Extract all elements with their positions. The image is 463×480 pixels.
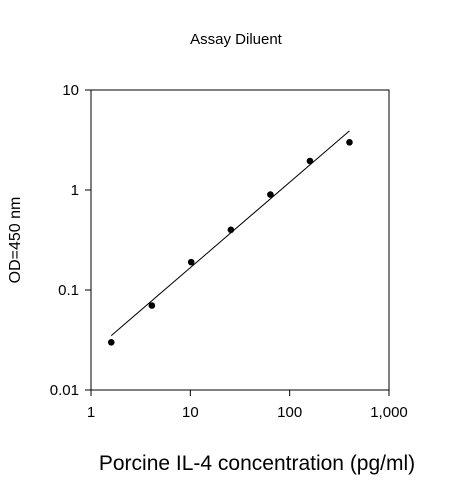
y-tick-label: 0.01 (50, 382, 79, 399)
y-tick-label: 1 (71, 182, 79, 199)
ticks: 1 10 100 1,000 0.01 0.1 1 10 (50, 82, 408, 421)
data-point (267, 191, 274, 198)
chart-title: Assay Diluent (190, 31, 283, 48)
axes (90, 89, 390, 391)
plot-frame (90, 89, 390, 391)
data-point (187, 258, 195, 266)
x-tick-label: 1,000 (370, 404, 408, 421)
x-axis-label: Porcine IL-4 concentration (pg/ml) (99, 452, 415, 475)
data-point (306, 157, 314, 165)
data-point (107, 338, 115, 346)
y-tick-label: 10 (62, 82, 79, 99)
data-point (227, 226, 235, 234)
data-point (148, 302, 156, 309)
x-tick-label: 10 (182, 404, 199, 421)
points-group (107, 138, 353, 346)
x-tick-label: 100 (277, 404, 302, 421)
y-axis-label: OD=450 nm (7, 197, 24, 284)
x-tick-label: 1 (87, 404, 95, 421)
y-tick-label: 0.1 (58, 282, 79, 299)
fit-line (110, 130, 350, 336)
data-point (346, 138, 353, 146)
fit-line-group (110, 130, 350, 336)
